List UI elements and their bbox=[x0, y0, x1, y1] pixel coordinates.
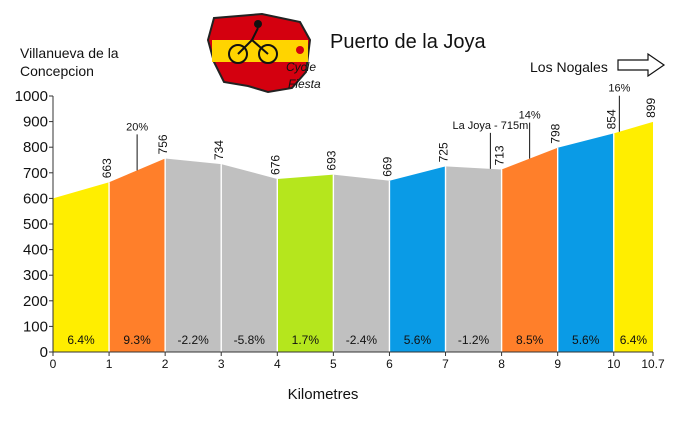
x-tick-label: 3 bbox=[218, 357, 225, 371]
data-labels: 6.4% 9.3% -2.2% -5.8% 1.7% -2.4% 5.6% -1.2% 8.5%… bbox=[67, 83, 658, 347]
annotation-label: 14% bbox=[519, 110, 541, 122]
chart-title: Puerto de la Joya bbox=[330, 31, 487, 53]
elevation-label: 756 bbox=[156, 134, 170, 154]
elevation-label: 676 bbox=[268, 155, 282, 175]
end-location: Los Nogales bbox=[530, 59, 608, 75]
segment-area bbox=[333, 174, 390, 352]
gradient-label: 6.4% bbox=[67, 333, 95, 347]
gradient-label: 9.3% bbox=[123, 333, 151, 347]
y-tick-label: 600 bbox=[23, 190, 48, 207]
x-tick-label: 10.7 bbox=[641, 357, 665, 371]
logo-text-fiesta: Fiesta bbox=[288, 77, 321, 91]
cycle-fiesta-logo: Cycle Fiesta bbox=[206, 12, 321, 94]
x-tick-label: 2 bbox=[162, 357, 169, 371]
y-tick-label: 1000 bbox=[15, 88, 48, 105]
elevation-label: 734 bbox=[212, 140, 226, 160]
elevation-label: 899 bbox=[644, 98, 658, 118]
segment-dividers bbox=[108, 133, 615, 352]
x-tick-label: 6 bbox=[386, 357, 393, 371]
x-tick-label: 7 bbox=[442, 357, 449, 371]
annotation-label: 20% bbox=[126, 121, 148, 133]
segment-area bbox=[165, 158, 222, 352]
elevation-label: 854 bbox=[605, 109, 619, 129]
segment-area bbox=[445, 166, 502, 352]
gradient-label: 6.4% bbox=[620, 333, 648, 347]
gradient-label: -5.8% bbox=[234, 333, 266, 347]
start-location-line1: Villanueva de la bbox=[20, 45, 119, 61]
elevation-label: 693 bbox=[324, 150, 338, 170]
y-tick-label: 0 bbox=[40, 344, 48, 361]
gradient-label: 8.5% bbox=[516, 333, 544, 347]
elevation-label: 663 bbox=[100, 158, 114, 178]
gradient-label: 5.6% bbox=[572, 333, 600, 347]
x-tick-label: 0 bbox=[50, 357, 57, 371]
gradient-label: -2.2% bbox=[178, 333, 210, 347]
annotation-label: La Joya - 715m bbox=[452, 120, 528, 132]
segment-area bbox=[389, 166, 446, 352]
y-tick-label: 800 bbox=[23, 139, 48, 156]
x-tick-label: 9 bbox=[554, 357, 561, 371]
segment-area bbox=[53, 182, 110, 352]
y-tick-label: 200 bbox=[23, 293, 48, 310]
elevation-label: 669 bbox=[380, 156, 394, 176]
logo-text-cycle: Cycle bbox=[286, 60, 316, 74]
elevation-label: 798 bbox=[549, 123, 563, 143]
segment-area bbox=[501, 147, 558, 352]
y-tick-label: 900 bbox=[23, 114, 48, 131]
gradient-label: -1.2% bbox=[458, 333, 490, 347]
annotation-label: 16% bbox=[608, 83, 630, 95]
right-arrow-icon bbox=[617, 52, 666, 78]
x-tick-label: 5 bbox=[330, 357, 337, 371]
segment-area bbox=[557, 133, 614, 352]
y-tick-label: 700 bbox=[23, 165, 48, 182]
gradient-label: 1.7% bbox=[292, 333, 320, 347]
gradient-label: -2.4% bbox=[346, 333, 378, 347]
y-tick-label: 400 bbox=[23, 242, 48, 259]
segment-area bbox=[613, 121, 653, 352]
start-location-line2: Concepcion bbox=[20, 63, 94, 79]
x-tick-label: 1 bbox=[106, 357, 113, 371]
y-tick-label: 300 bbox=[23, 267, 48, 284]
segment-area bbox=[277, 174, 334, 352]
segment-area bbox=[221, 164, 278, 352]
elevation-label: 713 bbox=[493, 145, 507, 165]
x-tick-label: 4 bbox=[274, 357, 281, 371]
x-tick-label: 8 bbox=[498, 357, 505, 371]
gradient-label: 5.6% bbox=[404, 333, 432, 347]
segment-areas bbox=[53, 121, 653, 352]
y-tick-label: 100 bbox=[23, 318, 48, 335]
x-axis-label: Kilometres bbox=[288, 386, 359, 403]
segment-area bbox=[109, 158, 166, 352]
y-tick-label: 500 bbox=[23, 216, 48, 233]
elevation-label: 725 bbox=[437, 142, 451, 162]
x-tick-label: 10 bbox=[607, 357, 621, 371]
